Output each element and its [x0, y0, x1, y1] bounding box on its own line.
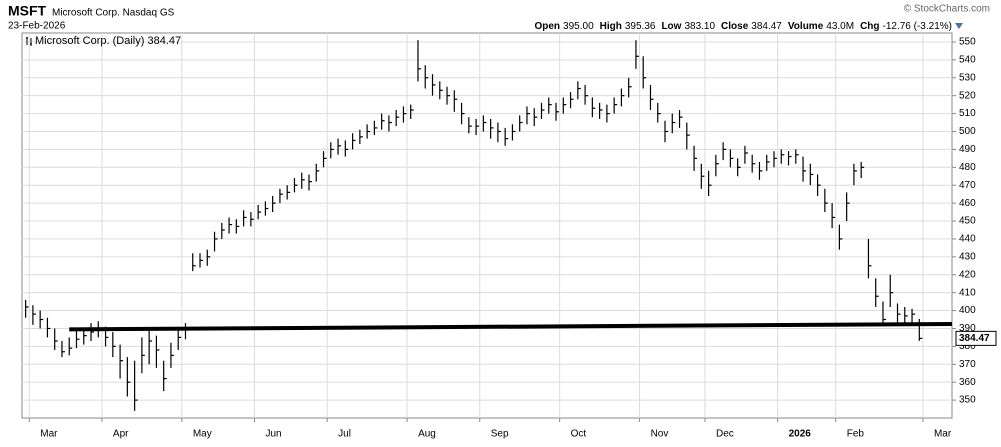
stat-label: Low [661, 21, 681, 32]
y-tick-label: 530 [959, 72, 976, 83]
y-tick-label: 510 [959, 108, 976, 119]
trendline [69, 321, 953, 332]
stat-label: Chg [860, 21, 879, 32]
x-tick-label: Jul [338, 429, 351, 440]
y-tick-label: 410 [959, 287, 976, 298]
price-bars [25, 40, 953, 411]
last-price-box [955, 330, 997, 346]
x-tick-label: Apr [113, 429, 129, 440]
y-tick-label: 520 [959, 90, 976, 101]
stat-value: 395.36 [625, 21, 656, 32]
y-tick-label: 400 [959, 305, 976, 316]
y-tick-label: 550 [959, 37, 976, 48]
stat-value: 383.10 [684, 21, 715, 32]
y-tick-label: 350 [959, 395, 976, 406]
x-tick-label: Jun [266, 429, 282, 440]
y-tick-label: 540 [959, 55, 976, 66]
dropdown-arrow[interactable] [955, 23, 963, 29]
stat-label: Open [534, 21, 560, 32]
date: 23-Feb-2026 [8, 21, 66, 32]
y-tick-label: 440 [959, 234, 976, 245]
x-tick-label: Mar [40, 429, 58, 440]
symbol: MSFT [8, 3, 47, 19]
x-tick-label: Sep [491, 429, 509, 440]
x-tick-label: Mar [934, 429, 952, 440]
stat-value: 43.0M [826, 21, 854, 32]
y-tick-label: 380 [959, 341, 976, 352]
price-stats: Open 395.00 High 395.36 Low 383.10 Close 384.47… [534, 21, 952, 32]
y-tick-label: 460 [959, 198, 976, 209]
y-tick-label: 390 [959, 323, 976, 334]
x-tick-label: May [193, 429, 212, 440]
x-tick-label: Dec [716, 429, 734, 440]
stat-label: High [600, 21, 622, 32]
x-tick-label: 2026 [789, 429, 812, 440]
y-tick-label: 430 [959, 251, 976, 262]
y-tick-label: 370 [959, 359, 976, 370]
y-tick-label: 490 [959, 144, 976, 155]
legend-icon [26, 37, 32, 46]
last-price-label: 384.47 [959, 333, 990, 344]
company-name: Microsoft Corp. Nasdaq GS [52, 8, 175, 19]
stat-value: 384.47 [751, 21, 782, 32]
x-tick-label: Feb [847, 429, 865, 440]
y-tick-label: 480 [959, 162, 976, 173]
y-tick-label: 470 [959, 180, 976, 191]
y-tick-label: 500 [959, 126, 976, 137]
y-tick-label: 450 [959, 216, 976, 227]
x-tick-label: Oct [571, 429, 587, 440]
x-tick-label: Aug [418, 429, 436, 440]
y-tick-label: 420 [959, 269, 976, 280]
stat-value: 395.00 [563, 21, 594, 32]
legend: Microsoft Corp. (Daily) 384.47 [35, 35, 181, 47]
y-tick-label: 360 [959, 377, 976, 388]
plot-area [21, 32, 953, 419]
stat-label: Close [721, 21, 749, 32]
copyright: © StockCharts.com [904, 4, 990, 15]
stat-label: Volume [788, 21, 824, 32]
x-tick-label: Nov [651, 429, 669, 440]
stat-value: -12.76 (-3.21%) [883, 21, 952, 32]
